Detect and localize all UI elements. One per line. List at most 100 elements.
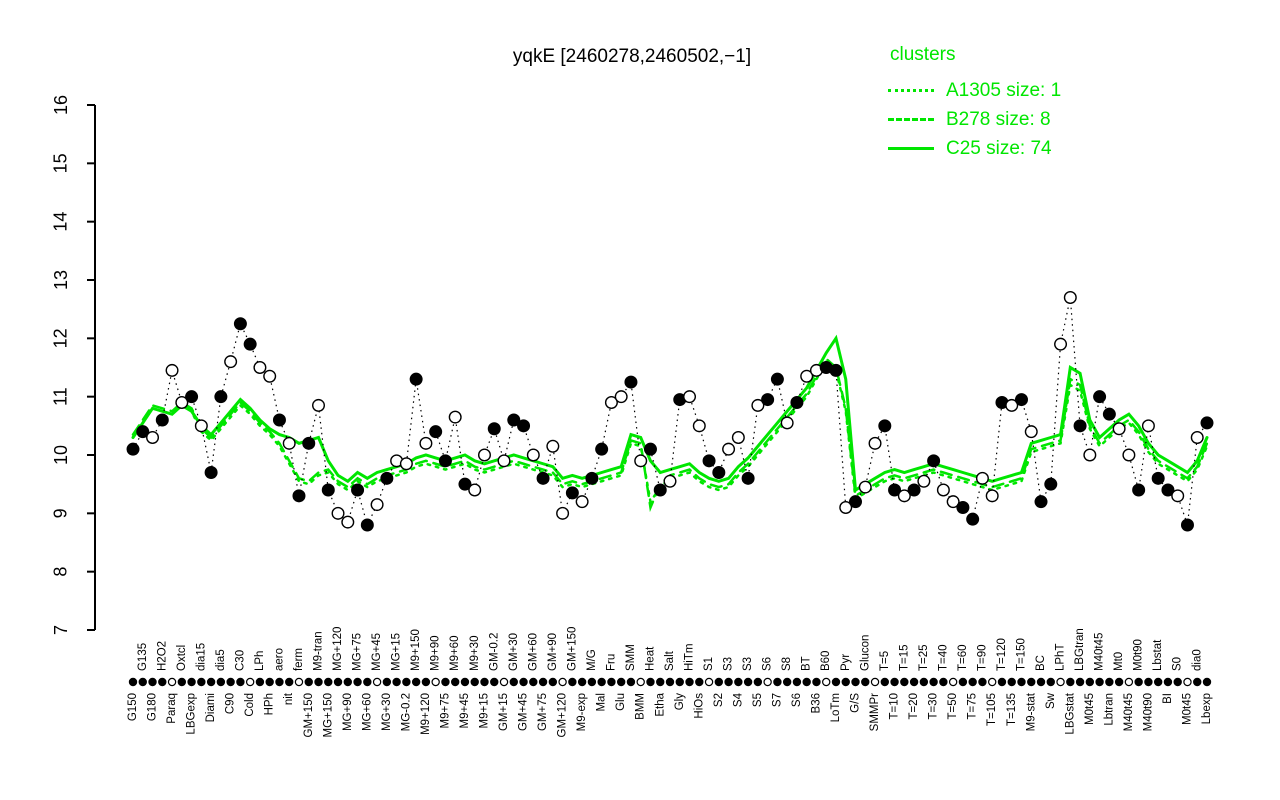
x-tick-label: Salt [664,650,676,671]
data-point [585,471,599,485]
x-tick-label: S0 [1172,657,1184,671]
condition-marker [529,677,538,687]
data-point [292,489,306,503]
y-tick-label: 7 [51,625,71,635]
data-point [614,390,628,404]
x-tick-label: T=60 [957,644,969,671]
x-tick-label: BI [1162,693,1174,704]
condition-marker [880,677,890,687]
condition-marker [782,677,792,687]
data-point [438,454,452,468]
x-tick-label: Glucon [859,635,871,671]
x-tick-label: Cold [244,693,256,717]
x-tick-label: C90 [225,693,237,714]
x-tick-label: T=120 [996,638,1008,671]
dotted-line-sample [888,89,934,92]
x-tick-label: GM+120 [557,693,569,737]
data-point [751,398,765,412]
x-tick-label: M0t90 [1133,639,1145,671]
condition-marker [197,677,206,687]
data-point [507,413,521,427]
condition-marker [148,677,157,687]
condition-marker [587,677,597,687]
data-point [1132,483,1146,497]
data-point [253,361,267,375]
x-tick-label: MG+150 [322,693,334,737]
x-tick-label: Lbexp [1201,693,1213,724]
chart-title: yqkE [2460278,2460502,−1] [512,46,752,67]
condition-marker [909,677,919,687]
data-point [458,477,472,491]
data-point [936,483,950,497]
data-point [975,471,989,485]
condition-marker [1075,677,1085,687]
condition-marker [577,677,587,687]
x-tick-label: T=30 [928,693,940,720]
data-point [1180,518,1194,532]
data-point [653,483,667,497]
y-tick-label: 13 [51,270,71,290]
condition-marker [255,677,265,687]
x-tick-label: Etha [654,692,666,716]
data-point [917,474,931,488]
y-tick-label: 11 [51,387,71,406]
condition-marker [1056,677,1065,687]
condition-marker [421,677,431,687]
condition-marker [363,677,372,687]
x-tick-label: S6 [791,693,803,707]
condition-marker [675,677,684,687]
x-tick-label: Mal [596,693,608,712]
x-tick-label: S1 [703,657,715,671]
data-point [360,518,374,532]
condition-marker [216,677,226,687]
condition-marker [646,677,655,687]
condition-marker [607,677,616,687]
x-tick-label: G150 [127,693,139,721]
x-tick-label: B60 [820,651,832,671]
condition-marker [1105,677,1114,687]
data-point [741,471,755,485]
y-tick-label: 14 [51,212,71,232]
x-tick-label: MG+30 [381,693,393,731]
data-point [136,425,150,439]
condition-marker [724,677,733,687]
data-point [761,393,775,407]
condition-marker [1027,677,1036,687]
condition-marker [177,677,187,687]
condition-marker [509,677,518,687]
condition-marker [773,677,782,687]
data-point [243,337,257,351]
data-point [1034,495,1048,509]
data-point [312,398,326,412]
data-point [985,489,999,503]
x-tick-label: GM+45 [518,693,530,731]
data-point [1102,407,1116,421]
x-tick-label: Lbtran [1103,693,1115,726]
data-point [1171,489,1185,503]
x-tick-label: M9-tran [313,631,325,671]
condition-marker [1066,677,1075,687]
data-point [946,495,960,509]
solid-line-sample [888,147,934,150]
condition-marker [499,677,509,687]
condition-marker [919,677,929,687]
data-point [683,390,697,404]
legend-label: B278 size: 8 [946,108,1051,130]
x-tick-label: nit [283,692,295,705]
condition-marker [167,677,177,687]
data-point [126,442,140,456]
condition-marker [470,677,479,687]
x-tick-label: T=50 [947,693,959,720]
data-point [526,448,540,462]
condition-marker [997,677,1007,687]
data-point [175,396,189,410]
condition-marker [763,677,772,687]
data-point [1063,291,1077,305]
condition-marker [597,677,606,687]
x-tick-label: HiTm [684,644,696,671]
data-point [712,466,726,480]
data-point [897,489,911,503]
condition-marker [714,677,724,687]
data-point [146,431,160,445]
